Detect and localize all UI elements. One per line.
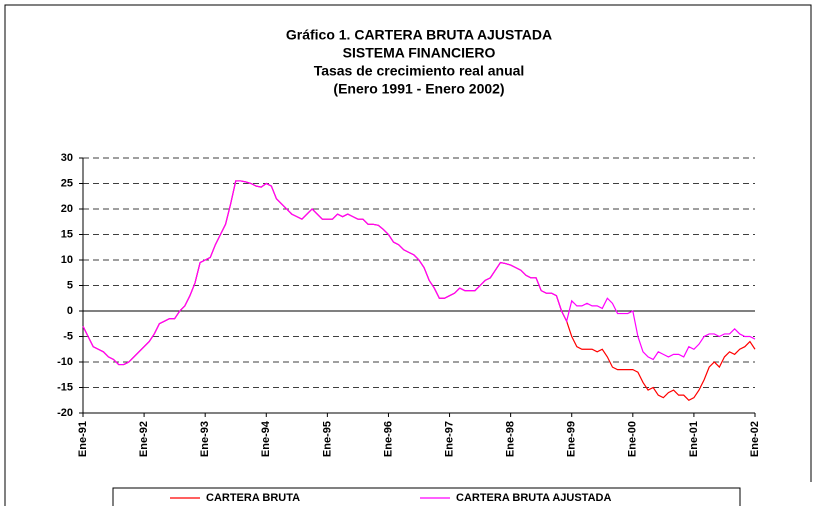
chart-title: (Enero 1991 - Enero 2002) [333,81,504,97]
x-tick-label: Ene-92 [138,421,150,457]
y-tick-label: 0 [67,305,73,317]
y-tick-label: -5 [63,330,73,342]
y-tick-label: -20 [57,407,73,419]
x-tick-label: Ene-02 [749,421,761,457]
legend-label: CARTERA BRUTA [206,492,300,504]
x-tick-label: Ene-94 [260,420,272,457]
y-tick-label: 15 [61,228,73,240]
y-tick-label: 30 [61,152,73,164]
y-tick-label: 5 [67,279,73,291]
chart-frame [4,4,812,506]
y-tick-label: 10 [61,254,73,266]
x-tick-label: Ene-00 [627,421,639,457]
y-tick-label: -10 [57,356,73,368]
x-tick-label: Ene-98 [505,421,517,457]
x-tick-label: Ene-91 [77,421,89,457]
chart-title: SISTEMA FINANCIERO [343,45,496,61]
chart-title: Tasas de crecimiento real anual [314,63,525,79]
y-tick-label: -15 [57,381,73,393]
x-tick-label: Ene-96 [382,421,394,457]
x-tick-label: Ene-97 [443,421,455,457]
legend-box [112,487,741,506]
y-tick-label: 25 [61,177,73,189]
x-tick-label: Ene-99 [566,421,578,457]
line-series [82,180,756,366]
legend-label: CARTERA BRUTA AJUSTADA [456,492,611,504]
x-tick-label: Ene-93 [199,421,211,457]
x-tick-label: Ene-95 [321,421,333,457]
chart-title: Gráfico 1. CARTERA BRUTA AJUSTADA [286,27,552,43]
x-tick-label: Ene-01 [688,421,700,457]
y-tick-label: 20 [61,203,73,215]
